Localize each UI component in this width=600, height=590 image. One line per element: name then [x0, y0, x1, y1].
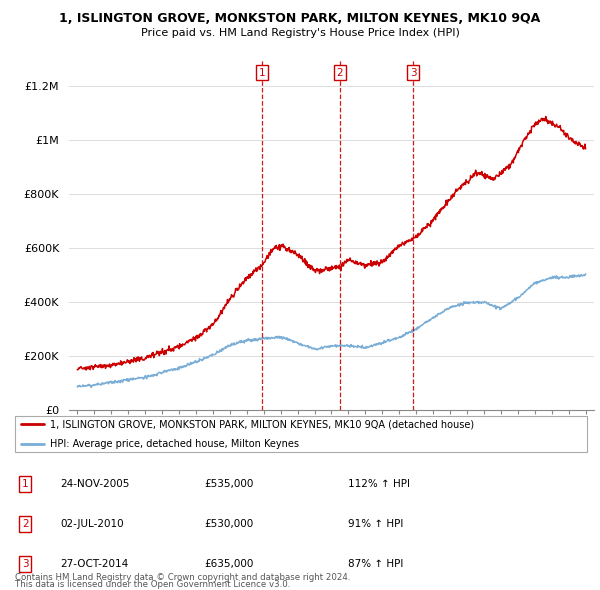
Text: 27-OCT-2014: 27-OCT-2014	[60, 559, 128, 569]
Text: Price paid vs. HM Land Registry's House Price Index (HPI): Price paid vs. HM Land Registry's House …	[140, 28, 460, 38]
Text: This data is licensed under the Open Government Licence v3.0.: This data is licensed under the Open Gov…	[15, 581, 290, 589]
Text: 2: 2	[22, 519, 29, 529]
Text: 3: 3	[410, 68, 416, 78]
Text: 1: 1	[22, 479, 29, 489]
Text: 3: 3	[22, 559, 29, 569]
Text: 87% ↑ HPI: 87% ↑ HPI	[348, 559, 403, 569]
Text: 1, ISLINGTON GROVE, MONKSTON PARK, MILTON KEYNES, MK10 9QA: 1, ISLINGTON GROVE, MONKSTON PARK, MILTO…	[59, 12, 541, 25]
Text: HPI: Average price, detached house, Milton Keynes: HPI: Average price, detached house, Milt…	[50, 440, 299, 449]
Text: 24-NOV-2005: 24-NOV-2005	[60, 479, 130, 489]
Text: 02-JUL-2010: 02-JUL-2010	[60, 519, 124, 529]
Text: 1: 1	[259, 68, 265, 78]
Text: 2: 2	[337, 68, 343, 78]
Text: £635,000: £635,000	[204, 559, 253, 569]
FancyBboxPatch shape	[15, 416, 587, 453]
Text: 91% ↑ HPI: 91% ↑ HPI	[348, 519, 403, 529]
Text: 1, ISLINGTON GROVE, MONKSTON PARK, MILTON KEYNES, MK10 9QA (detached house): 1, ISLINGTON GROVE, MONKSTON PARK, MILTO…	[50, 419, 474, 429]
Text: £530,000: £530,000	[204, 519, 253, 529]
Text: 112% ↑ HPI: 112% ↑ HPI	[348, 479, 410, 489]
Text: £535,000: £535,000	[204, 479, 253, 489]
Text: Contains HM Land Registry data © Crown copyright and database right 2024.: Contains HM Land Registry data © Crown c…	[15, 573, 350, 582]
